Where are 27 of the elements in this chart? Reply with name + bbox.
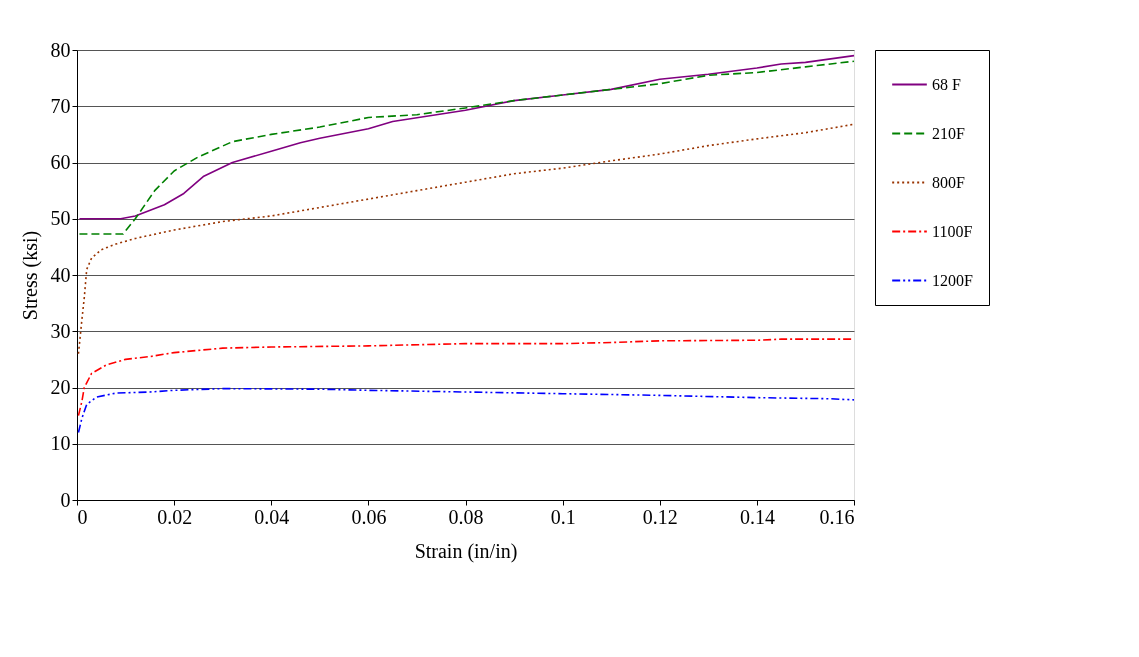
y-tick-label: 80 xyxy=(50,38,71,61)
y-tick-label: 10 xyxy=(50,432,71,455)
x-tick-label: 0.14 xyxy=(739,505,775,528)
x-tick-label: 0.08 xyxy=(448,505,484,528)
x-tick-label: 0.04 xyxy=(254,505,290,528)
y-tick-label: 30 xyxy=(50,319,71,342)
legend-label: 68 F xyxy=(932,75,961,93)
y-tick-label: 70 xyxy=(50,94,71,117)
y-tick-label: 40 xyxy=(50,263,71,286)
y-axis-title: Stress (ksi) xyxy=(18,230,42,321)
line-series xyxy=(77,387,855,434)
y-tick-label: 50 xyxy=(50,207,71,230)
x-tick-label: 0.06 xyxy=(351,505,387,528)
x-tick-label: 0 xyxy=(77,505,88,528)
legend-label: 1100F xyxy=(932,222,973,240)
legend-label: 1200F xyxy=(932,271,973,289)
legend-label: 210F xyxy=(932,124,965,142)
x-axis-title: Strain (in/in) xyxy=(414,539,518,563)
y-tick-label: 20 xyxy=(50,376,71,398)
x-tick-label: 0.16 xyxy=(819,505,855,528)
legend-label: 800F xyxy=(932,173,965,191)
x-tick-label: 0.1 xyxy=(550,505,576,528)
y-tick-label: 0 xyxy=(60,488,71,511)
line-series xyxy=(77,123,855,355)
x-tick-label: 0.02 xyxy=(157,505,193,528)
x-tick-label: 0.12 xyxy=(642,505,678,528)
y-tick-label: 60 xyxy=(50,151,71,173)
